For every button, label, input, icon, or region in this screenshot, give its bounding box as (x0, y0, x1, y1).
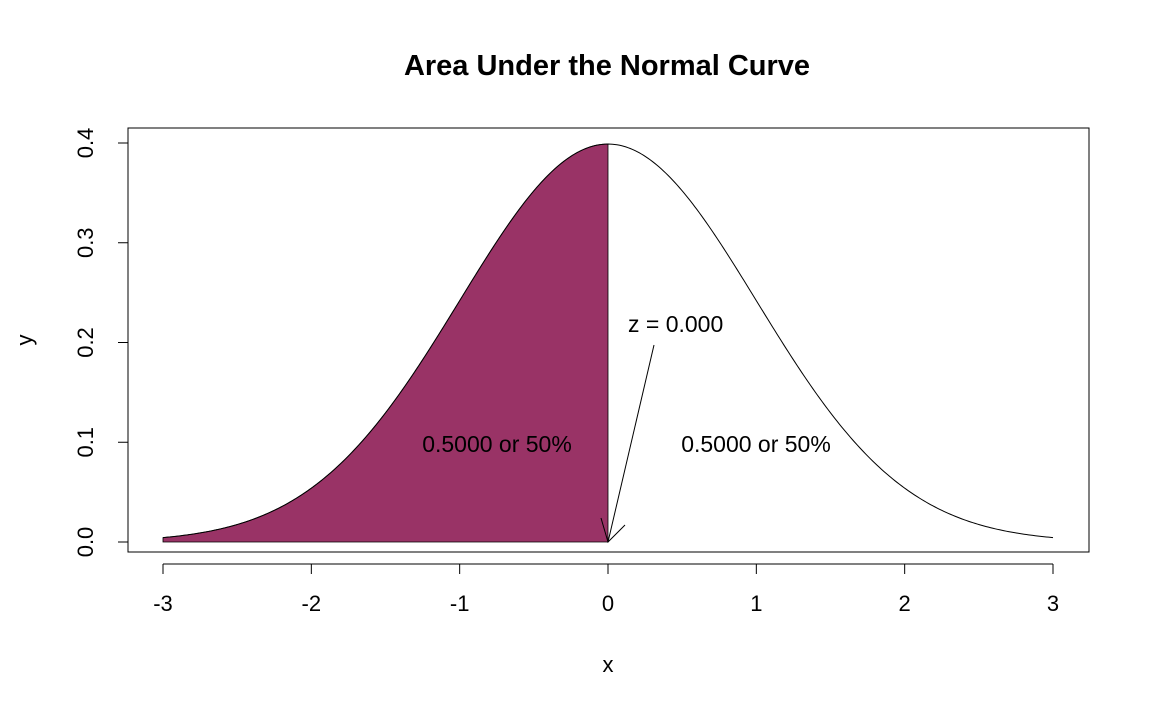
x-axis: -3 -2 -1 0 1 2 3 (153, 563, 1059, 616)
y-tick-label: 0.3 (73, 227, 98, 258)
y-tick-label: 0.4 (73, 128, 98, 159)
x-axis-label: x (603, 652, 614, 677)
x-tick-label: 0 (602, 591, 614, 616)
x-tick-label: 3 (1047, 591, 1059, 616)
shaded-left-area (162, 143, 609, 543)
z-annotation-line (607, 344, 655, 543)
density-curve (162, 143, 1054, 539)
y-tick-label: 0.1 (73, 427, 98, 458)
x-tick-label: 1 (750, 591, 762, 616)
x-tick-label: -2 (302, 591, 322, 616)
y-axis-label: y (12, 335, 37, 346)
x-tick-label: -3 (153, 591, 173, 616)
y-tick-label: 0.0 (73, 527, 98, 558)
x-tick-label: 2 (899, 591, 911, 616)
y-tick-label: 0.2 (73, 327, 98, 358)
z-value-label: z = 0.000 (628, 311, 723, 337)
y-axis: 0.0 0.1 0.2 0.3 0.4 (73, 128, 129, 558)
right-area-label: 0.5000 or 50% (681, 431, 831, 457)
z-annotation-arrowhead (600, 517, 626, 543)
left-area-label: 0.5000 or 50% (422, 431, 572, 457)
plot-frame (127, 127, 1090, 553)
chart-title: Area Under the Normal Curve (404, 50, 810, 82)
x-tick-label: -1 (450, 591, 470, 616)
